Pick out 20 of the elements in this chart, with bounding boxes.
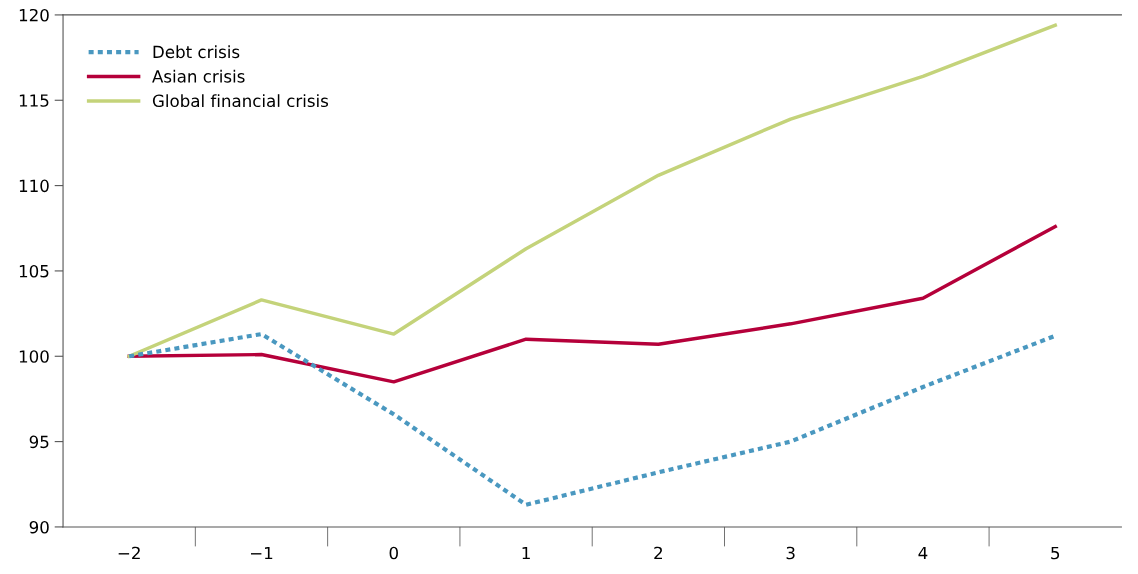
y-tick-label: 110: [19, 179, 49, 193]
x-tick-label: 4: [918, 546, 928, 560]
y-tick-label: 95: [29, 435, 49, 449]
x-tick-label: 5: [1051, 546, 1060, 560]
y-tick-label: 90: [29, 520, 49, 534]
x-tick-label: −2: [118, 546, 140, 560]
line-series: [127, 23, 1057, 358]
x-tick-label: 2: [654, 546, 662, 560]
x-tick-label: 3: [786, 546, 795, 560]
x-tick-label: 1: [522, 546, 530, 560]
line-series: [127, 224, 1057, 384]
legend-label: Debt crisis: [153, 45, 240, 59]
y-tick-label: 115: [19, 94, 49, 107]
y-tick-label: 105: [19, 264, 49, 278]
x-tick-label: −1: [250, 546, 273, 560]
legend-label: Global financial crisis: [152, 94, 329, 108]
y-tick-label: 120: [19, 8, 49, 22]
x-tick-label: 0: [389, 546, 398, 560]
legend-label: Asian crisis: [152, 69, 245, 83]
y-tick-label: 100: [19, 350, 49, 363]
